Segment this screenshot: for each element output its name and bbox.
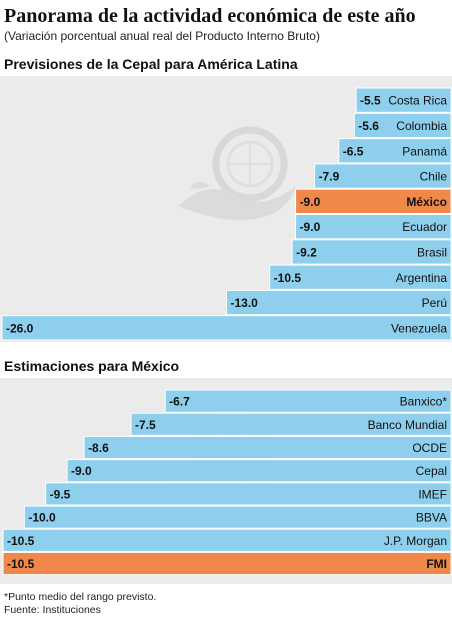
value-label-mexico: -9.0 — [300, 195, 321, 209]
category-label-venezuela: Venezuela — [391, 321, 447, 335]
bar-peru — [226, 289, 452, 316]
category-label-fmi: FMI — [426, 557, 447, 571]
value-label-brasil: -9.2 — [296, 245, 317, 259]
value-label-peru: -13.0 — [231, 296, 259, 310]
bar-argentina — [269, 264, 452, 290]
mexico-chart-panel: -6.7 Banxico* -7.5 Banco Mundial -8.6 OCDE -9.… — [0, 378, 452, 584]
category-label-cepal: Cepal — [416, 464, 447, 478]
eagle-emblem-watermark — [178, 126, 296, 221]
category-label-panama: Panamá — [402, 144, 447, 158]
bar-j-p-morgan — [2, 528, 452, 552]
value-label-imef: -9.5 — [50, 487, 71, 501]
category-label-peru: Perú — [422, 296, 447, 310]
bar-colombia — [353, 112, 452, 139]
category-label-banco-mundial: Banco Mundial — [368, 418, 447, 432]
category-label-ecuador: Ecuador — [402, 220, 447, 234]
page-title: Panorama de la actividad económica de es… — [4, 5, 416, 27]
bar-banco-mundial — [130, 412, 452, 436]
bar-cepal — [66, 459, 452, 483]
cepal-bar-chart: -5.5 Costa Rica -5.6 Colombia -6.5 Panamá -7.9… — [1, 87, 452, 341]
category-label-imef: IMEF — [418, 487, 447, 501]
bar-brasil — [291, 239, 452, 265]
cepal-chart-panel: -5.5 Costa Rica -5.6 Colombia -6.5 Panamá -7.9… — [0, 76, 452, 342]
value-label-bbva: -10.0 — [28, 511, 56, 525]
category-label-mexico: México — [406, 195, 447, 209]
category-label-ocde: OCDE — [412, 441, 447, 455]
value-label-ocde: -8.6 — [88, 441, 109, 455]
category-label-costa-rica: Costa Rica — [388, 94, 447, 108]
bar-ocde — [83, 435, 452, 460]
bar-venezuela — [1, 315, 452, 341]
category-label-colombia: Colombia — [396, 119, 447, 133]
value-label-chile: -7.9 — [319, 170, 340, 184]
footnote: *Punto medio del rango previsto. — [4, 591, 157, 603]
bar-ecuador — [295, 214, 452, 240]
bar-bbva — [23, 505, 452, 529]
mexico-bar-chart: -6.7 Banxico* -7.5 Banco Mundial -8.6 OCDE -9.… — [2, 389, 452, 576]
bar-banxico — [164, 389, 452, 413]
value-label-j-p-morgan: -10.5 — [7, 534, 35, 548]
value-label-colombia: -5.6 — [358, 119, 379, 133]
source-note: Fuente: Instituciones — [4, 604, 101, 616]
page-subtitle: (Variación porcentual anual real del Pro… — [4, 29, 320, 43]
value-label-costa-rica: -5.5 — [360, 94, 381, 108]
value-label-banxico: -6.7 — [169, 395, 190, 409]
category-label-j-p-morgan: J.P. Morgan — [384, 534, 447, 548]
value-label-fmi: -10.5 — [7, 557, 35, 571]
value-label-venezuela: -26.0 — [6, 321, 34, 335]
bar-panama — [338, 138, 452, 164]
category-label-brasil: Brasil — [417, 245, 447, 259]
category-label-argentina: Argentina — [396, 271, 448, 285]
bar-fmi — [2, 551, 452, 576]
bar-imef — [45, 482, 452, 506]
value-label-banco-mundial: -7.5 — [135, 418, 156, 432]
value-label-ecuador: -9.0 — [300, 220, 321, 234]
bar-costa-rica — [355, 87, 452, 113]
bar-chile — [314, 163, 452, 189]
bar-mexico — [295, 188, 452, 214]
category-label-bbva: BBVA — [416, 511, 447, 525]
cepal-chart-title: Previsiones de la Cepal para América Lat… — [4, 56, 298, 72]
mexico-chart-title: Estimaciones para México — [4, 358, 180, 374]
value-label-cepal: -9.0 — [71, 464, 92, 478]
value-label-panama: -6.5 — [343, 144, 364, 158]
category-label-chile: Chile — [420, 170, 448, 184]
category-label-banxico: Banxico* — [400, 395, 448, 409]
value-label-argentina: -10.5 — [274, 271, 302, 285]
